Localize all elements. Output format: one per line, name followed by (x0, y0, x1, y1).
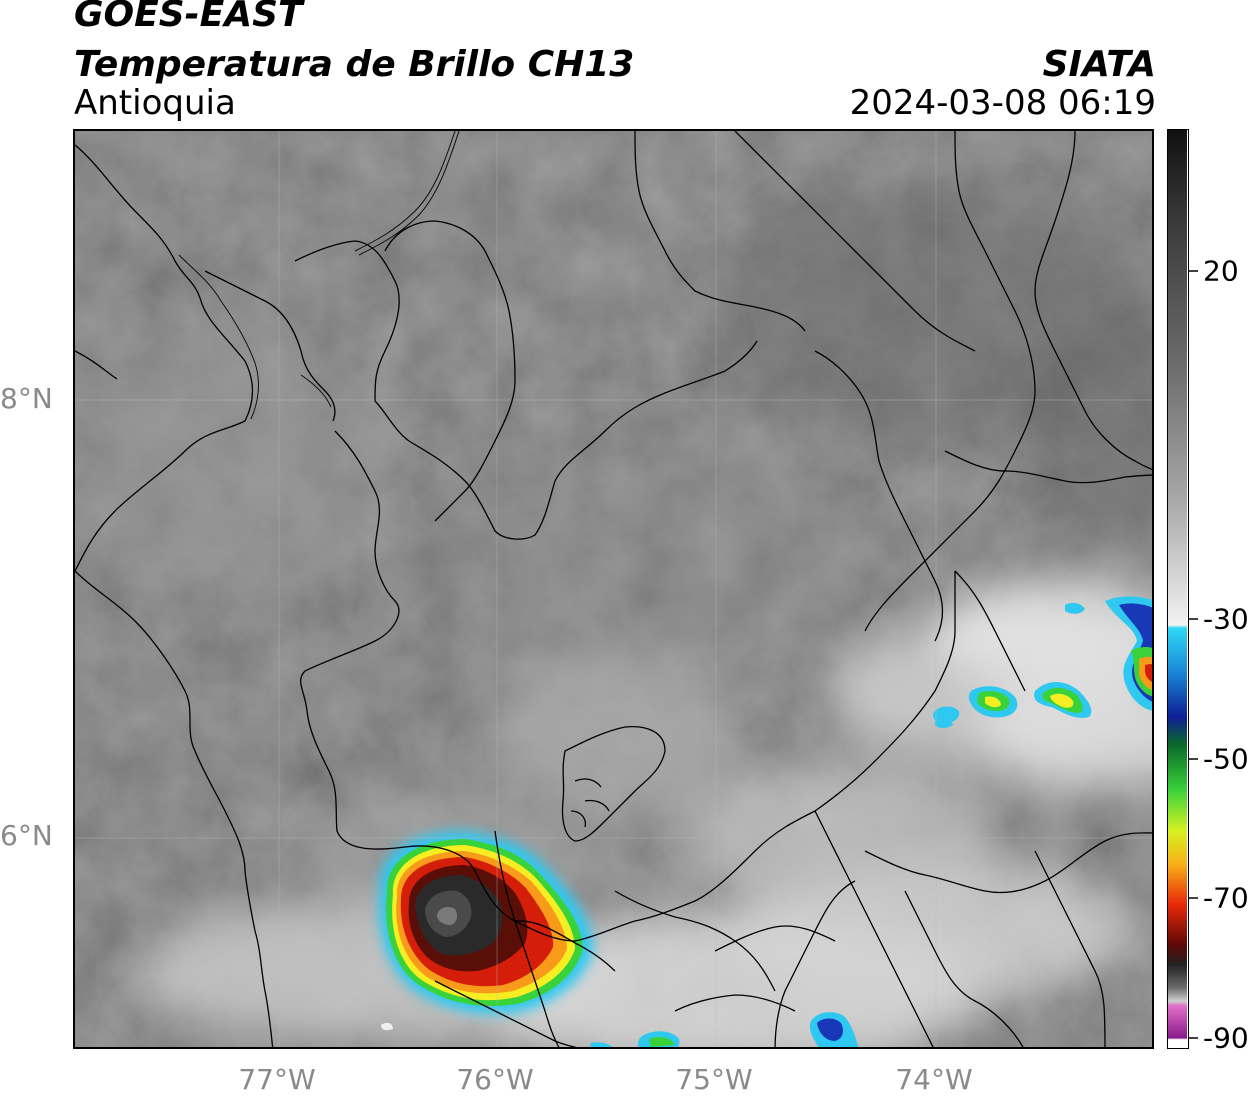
title-region: Antioquia (74, 83, 236, 123)
map-panel (73, 129, 1154, 1049)
title-satellite: GOES-EAST (74, 0, 303, 35)
storm-cells-east (381, 596, 1152, 1047)
lat-label-8n: 8°N (0, 382, 53, 415)
lon-label-75w: 75°W (675, 1063, 753, 1096)
lon-label-74w: 74°W (895, 1063, 973, 1096)
colorbar-svg (1168, 130, 1187, 1047)
colorbar (1167, 129, 1189, 1049)
graticule (75, 131, 1152, 1047)
map-svg (75, 131, 1152, 1047)
lat-label-6n: 6°N (0, 819, 53, 852)
lon-label-76w: 76°W (456, 1063, 534, 1096)
boundaries (75, 131, 1152, 1047)
colorbar-label-5: -90 (1203, 1021, 1249, 1055)
storm-cell-main (378, 831, 594, 1015)
title-product: Temperatura de Brillo CH13 (74, 44, 635, 85)
colorbar-label-3: -50 (1203, 742, 1249, 776)
title-datetime: 2024-03-08 06:19 (849, 83, 1156, 123)
colorbar-label-1: 20 (1203, 254, 1239, 288)
colorbar-label-2: -30 (1203, 602, 1249, 636)
lon-label-77w: 77°W (238, 1063, 316, 1096)
colorbar-ticks (1189, 270, 1198, 1039)
colorbar-label-4: -70 (1203, 881, 1249, 915)
title-org: SIATA (1042, 44, 1156, 85)
coast-double (178, 131, 460, 420)
